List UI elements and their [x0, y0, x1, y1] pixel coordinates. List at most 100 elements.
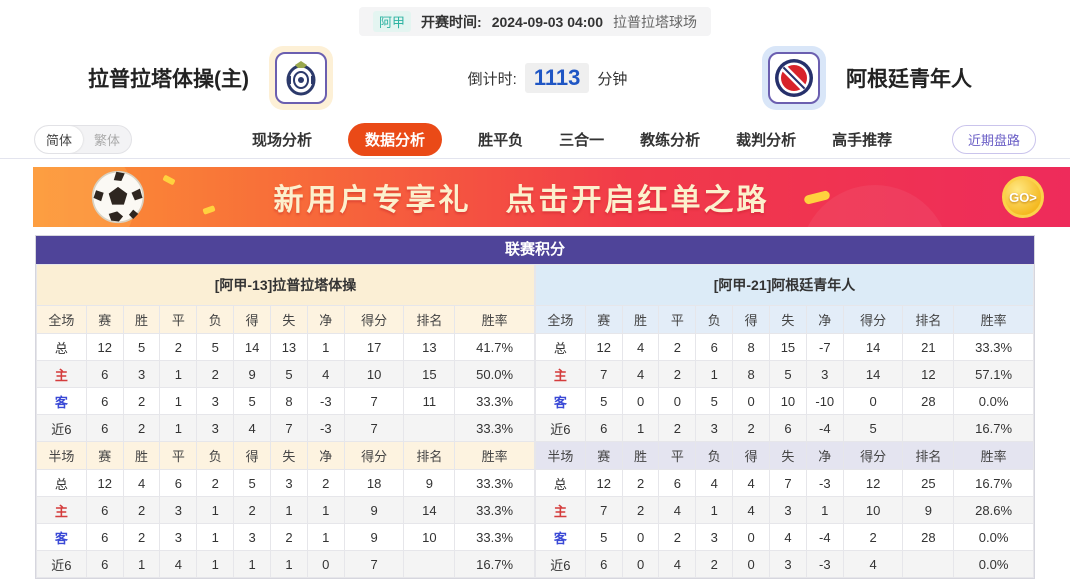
- recent-trends-button[interactable]: 近期盘路: [951, 124, 1036, 154]
- stat-cell: 0: [732, 550, 771, 578]
- stat-cell: 18: [343, 469, 405, 497]
- stat-cell: 5: [270, 360, 308, 388]
- stat-cell: 33.3%: [454, 387, 535, 415]
- row-label: 主: [36, 360, 87, 388]
- tab-win-draw-lose[interactable]: 胜平负: [478, 131, 524, 149]
- column-header: 得分: [343, 441, 405, 470]
- gimnasia-crest-icon: [275, 52, 327, 104]
- stat-cell: 1: [270, 550, 308, 578]
- league-badge: 阿甲: [373, 11, 412, 32]
- stat-cell: 0.0%: [953, 387, 1034, 415]
- section-label: 半场: [36, 441, 87, 470]
- column-header: 失: [270, 305, 308, 334]
- row-label: 客: [535, 387, 586, 415]
- stat-cell: -4: [805, 414, 844, 442]
- promo-banner[interactable]: 新用户专享礼 点击开启红单之路 GO>: [33, 167, 1070, 227]
- table-title: 联赛积分: [36, 236, 1034, 264]
- stat-cell: 3: [159, 523, 198, 551]
- column-header: 得: [732, 305, 771, 334]
- stat-cell: 15: [769, 333, 807, 361]
- stat-cell: 2: [233, 496, 272, 524]
- stat-cell: 17: [343, 333, 405, 361]
- lang-traditional-button[interactable]: 繁体: [94, 132, 121, 148]
- column-header: 得分: [343, 305, 405, 334]
- stat-cell: 1: [196, 496, 235, 524]
- stat-cell: 41.7%: [454, 333, 535, 361]
- column-header: 得: [233, 305, 272, 334]
- stat-cell: 2: [196, 469, 235, 497]
- stat-cell: 21: [902, 333, 955, 361]
- stat-cell: 2: [621, 496, 660, 524]
- stat-cell: 6: [584, 550, 623, 578]
- away-table-header: [阿甲-21]阿根廷青年人: [535, 264, 1034, 306]
- stat-cell: 2: [306, 469, 345, 497]
- stat-cell: 7: [769, 469, 807, 497]
- row-label: 客: [36, 523, 87, 551]
- stat-cell: 9: [233, 360, 272, 388]
- tab-expert-picks[interactable]: 高手推荐: [832, 131, 893, 149]
- home-team-logo: [269, 46, 333, 110]
- table-row: 主 6 3 1 2 9 5 4 10 15 50.0%: [36, 360, 535, 388]
- tab-three-in-one[interactable]: 三合一: [559, 131, 605, 149]
- column-header: 胜: [122, 441, 161, 470]
- stat-cell: 6: [85, 360, 124, 388]
- table-row: 总 12 4 2 6 8 15 -7 14 21 33.3%: [535, 333, 1034, 361]
- kickoff-label: 开赛时间:: [421, 13, 482, 30]
- stat-cell: 1: [695, 496, 734, 524]
- stat-cell: 7: [584, 360, 623, 388]
- table-row: 主 7 2 4 1 4 3 1 10 9 28.6%: [535, 496, 1034, 524]
- table-row: 全场赛胜平负得失净得分 排名 胜率: [535, 305, 1034, 334]
- stat-cell: 1: [122, 550, 161, 578]
- table-row: 总 12 4 6 2 5 3 2 18 9 33.3%: [36, 469, 535, 497]
- column-header: 赛: [85, 305, 124, 334]
- stat-cell: 7: [343, 550, 405, 578]
- countdown-label: 倒计时:: [467, 70, 517, 88]
- stat-cell: 10: [842, 496, 904, 524]
- tab-live-analysis[interactable]: 现场分析: [252, 131, 313, 149]
- kickoff-time: 2024-09-03 04:00: [491, 13, 603, 30]
- column-header: 赛: [85, 441, 124, 470]
- tab-data-analysis[interactable]: 数据分析: [348, 122, 443, 156]
- banner-text-1: 新用户专享礼: [273, 184, 472, 217]
- stat-cell: 10: [403, 523, 456, 551]
- column-header: 负: [695, 441, 734, 470]
- stat-cell: 5: [769, 360, 807, 388]
- go-coin-button[interactable]: GO>: [1002, 176, 1044, 218]
- stat-cell: 10: [343, 360, 405, 388]
- stat-cell: 4: [621, 360, 660, 388]
- stat-cell: 4: [658, 550, 697, 578]
- stat-cell: 0: [306, 550, 345, 578]
- stat-cell: 0: [621, 550, 660, 578]
- table-row: [阿甲-13]拉普拉塔体操: [36, 264, 535, 306]
- tab-referee-analysis[interactable]: 裁判分析: [736, 131, 797, 149]
- stat-cell: 4: [306, 360, 345, 388]
- column-header: 平: [658, 441, 697, 470]
- stat-cell: 3: [270, 469, 308, 497]
- stat-cell: 0.0%: [953, 550, 1034, 578]
- soccer-ball-icon: [91, 170, 145, 224]
- column-header: 排名: [403, 305, 456, 334]
- table-row: 客 6 2 3 1 3 2 1 9 10 33.3%: [36, 523, 535, 551]
- stat-cell: 3: [695, 523, 734, 551]
- stat-cell: 1: [159, 387, 198, 415]
- column-header: 胜率: [953, 441, 1034, 470]
- countdown: 倒计时: 1113 分钟: [467, 63, 627, 93]
- column-header: 得分: [842, 441, 904, 470]
- lang-simplified-button[interactable]: 简体: [35, 125, 84, 153]
- table-row: 客 5 0 2 3 0 4 -4 2 28 0.0%: [535, 523, 1034, 551]
- row-label: 近6: [36, 414, 87, 442]
- stat-cell: 7: [584, 496, 623, 524]
- topbar: 阿甲 开赛时间: 2024-09-03 04:00 拉普拉塔球场: [0, 0, 1070, 36]
- banner-text: 新用户专享礼 点击开启红单之路: [273, 175, 831, 219]
- stat-cell: 6: [85, 387, 124, 415]
- stat-cell: 4: [842, 550, 904, 578]
- table-row: 主 6 2 3 1 2 1 1 9 14 33.3%: [36, 496, 535, 524]
- stat-cell: [403, 414, 456, 442]
- tab-coach-analysis[interactable]: 教练分析: [640, 131, 701, 149]
- stat-cell: 12: [85, 333, 124, 361]
- stat-cell: 4: [122, 469, 161, 497]
- stat-cell: 4: [233, 414, 272, 442]
- stat-cell: 2: [658, 414, 697, 442]
- stat-cell: 9: [343, 523, 405, 551]
- analysis-tabs: 现场分析 数据分析 胜平负 三合一 教练分析 裁判分析 高手推荐: [252, 122, 893, 156]
